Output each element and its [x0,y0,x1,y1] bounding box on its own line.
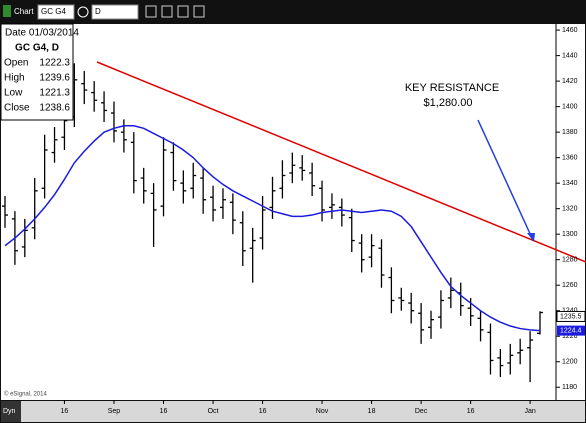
link-icon[interactable] [77,6,89,18]
tool-icon[interactable] [145,5,157,18]
x-tick-label: Dec [415,408,428,415]
data-window-label: Close [4,103,30,114]
y-tick-label: 1400 [562,103,578,110]
moving-average [4,125,541,332]
x-tick-label: Sep [108,408,121,415]
corner-box [1,401,21,422]
y-tick-label: 1420 [562,78,578,85]
data-window-date: Date 01/03/2014 [5,28,79,39]
tool-icon[interactable] [177,5,189,18]
copyright: © eSignal, 2014 [4,391,47,398]
data-window-value: 1221.3 [39,88,70,99]
annotation: KEY RESISTANCE [405,82,499,94]
x-tick-label: Jan [524,408,535,415]
y-tick-label: 1220 [562,333,578,340]
ma-price-label: 1224.4 [560,327,582,334]
data-window-value: 1238.6 [39,103,70,114]
x-tick-label: 16 [61,408,69,415]
x-axis-bar [1,401,585,422]
data-window-label: Low [4,88,23,99]
symbol-box[interactable] [37,4,75,20]
y-tick-label: 1340 [562,180,578,187]
x-tick-label: Nov [316,408,329,415]
y-tick-label: 1460 [562,27,578,34]
ma-price-box [557,325,585,336]
last-price-box [556,310,586,322]
data-window-label: High [4,73,25,84]
x-tick-label: 18 [368,408,376,415]
window-title: Chart [14,7,34,16]
y-tick-label: 1380 [562,129,578,136]
y-tick-label: 1180 [562,384,577,391]
data-window [0,23,74,121]
y-tick-label: 1260 [562,282,578,289]
y-tick-label: 1360 [562,154,578,161]
data-window-label: Open [4,58,28,69]
y-tick-label: 1440 [562,52,578,59]
price-bars [2,63,543,383]
x-tick-label: 16 [259,408,267,415]
last-price-label: 1235.5 [560,313,582,320]
plot-background [1,24,585,400]
annotation: $1,280.00 [424,97,473,109]
x-tick-label: Oct [208,408,219,415]
x-tick-label: 16 [160,408,168,415]
corner-label: Dyn [3,408,16,415]
y-tick-label: 1300 [562,231,578,238]
data-window-value: 1222.3 [39,58,70,69]
app-icon [3,5,11,17]
tool-icon[interactable] [161,5,173,18]
y-tick-label: 1200 [562,359,578,366]
arrow-head [527,233,535,242]
data-window-symbol: GC G4, D [15,43,59,54]
symbol: GC G4 [41,7,66,16]
data-window-value: 1239.6 [39,73,70,84]
y-tick-label: 1320 [562,206,578,213]
x-tick-label: 16 [467,408,475,415]
data-window-rows: Open 1222.3 High 1239.6 Low 1221.3 Close 1238.6 [4,58,70,114]
tool-icon[interactable] [193,5,205,18]
trend-line [96,61,586,263]
interval-box[interactable] [91,4,139,20]
interval: D [95,7,101,16]
arrow [477,119,533,239]
y-tick-label: 1280 [562,257,578,264]
